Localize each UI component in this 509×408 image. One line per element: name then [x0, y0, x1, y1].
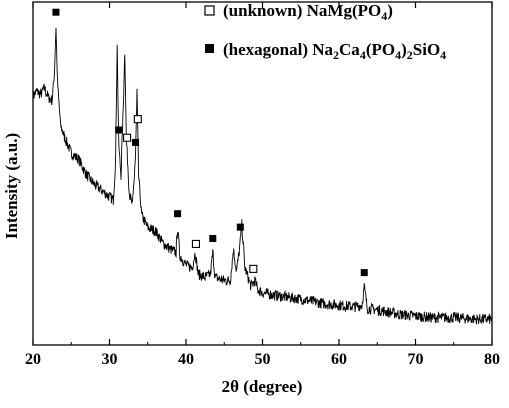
hexagonal-peak-marker — [209, 235, 217, 242]
x-tick-label-70: 70 — [408, 351, 424, 368]
x-tick-label-30: 30 — [102, 351, 118, 368]
legend-hexagonal-label: (hexagonal) Na2Ca4(PO4)2SiO4 — [223, 40, 446, 62]
x-axis-label: 2θ (degree) — [222, 377, 303, 396]
x-tick-label-50: 50 — [255, 351, 271, 368]
hexagonal-peak-marker — [132, 138, 140, 146]
xrd-series-line — [32, 27, 493, 325]
legend-unknown-label: (unknown) NaMg(PO4) — [223, 1, 393, 23]
unknown-peak-marker — [249, 264, 258, 273]
x-tick-label-20: 20 — [25, 351, 41, 368]
hexagonal-peak-marker — [360, 269, 368, 277]
unknown-peak-marker — [191, 239, 200, 248]
hexagonal-peak-marker — [115, 126, 123, 134]
legend-unknown-marker — [204, 5, 215, 16]
unknown-peak-marker — [123, 133, 132, 142]
hexagonal-peak-marker — [236, 223, 244, 231]
unknown-peak-marker — [133, 115, 142, 124]
y-axis-label: Intensity (a.u.) — [2, 133, 21, 239]
x-tick-label-80: 80 — [484, 351, 500, 368]
hexagonal-peak-marker — [52, 8, 60, 16]
x-tick-label-60: 60 — [331, 351, 347, 368]
x-tick-label-40: 40 — [178, 351, 194, 368]
legend: (unknown) NaMg(PO4) (hexagonal) Na2Ca4(P… — [204, 1, 446, 62]
hexagonal-peak-marker — [174, 210, 182, 218]
legend-hexagonal-marker — [205, 44, 214, 53]
